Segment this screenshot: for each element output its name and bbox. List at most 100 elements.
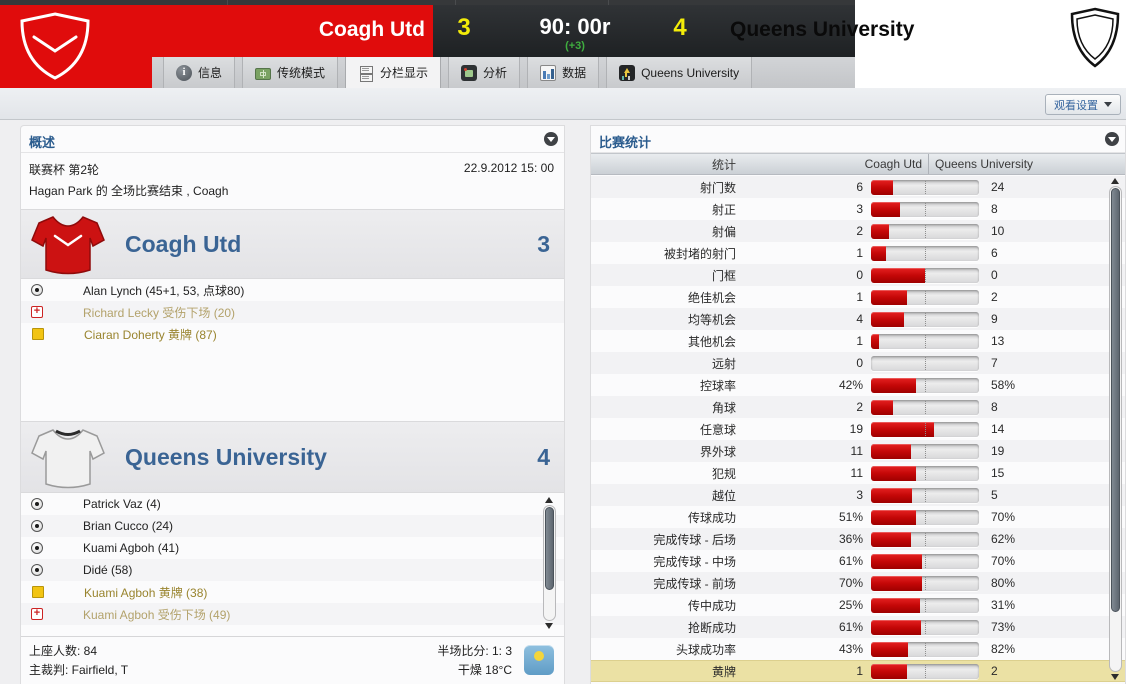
stat-row: 绝佳机会 1 2 (591, 286, 1125, 308)
stat-bar-fill (871, 179, 893, 195)
tab-传统模式[interactable]: 传统模式 (242, 57, 339, 88)
stat-home-value: 25% (838, 598, 863, 612)
view-settings-button[interactable]: 观看设置 (1045, 94, 1121, 115)
stats-table-body: 射门数 6 24 射正 3 8 射偏 2 10 被封堵的射门 1 6 门框 0 0 绝佳机会 1 2 均等机会 4 9 其… (591, 176, 1125, 682)
stat-bar (871, 663, 979, 679)
overview-collapse-button[interactable] (544, 132, 558, 146)
stat-home-value: 3 (856, 488, 863, 502)
tab-label: 信息 (198, 66, 223, 80)
stat-row: 犯规 11 15 (591, 462, 1125, 484)
scroll-up-icon[interactable] (1111, 178, 1119, 184)
event-row: Didé (58) (21, 559, 564, 581)
referee: 主裁判: Fairfield, T (29, 663, 129, 677)
stat-home-value: 1 (856, 664, 863, 678)
stat-label: 任意球 (699, 422, 736, 437)
event-text: Alan Lynch (45+1, 53, 点球80) (83, 283, 245, 298)
event-text: Brian Cucco (24) (83, 519, 174, 533)
home-shirt-icon (31, 216, 105, 275)
stat-away-value: 7 (991, 356, 998, 370)
stat-label: 绝佳机会 (687, 290, 736, 305)
stat-label: 射门数 (699, 180, 736, 195)
stat-row: 界外球 11 19 (591, 440, 1125, 462)
stat-away-value: 5 (991, 488, 998, 502)
stat-bar-fill (871, 443, 911, 459)
stats-panel: 比赛统计 统计 Coagh Utd Queens University 射门数 6… (590, 125, 1126, 684)
stat-label: 越位 (711, 488, 736, 503)
scroll-down-icon[interactable] (1111, 674, 1119, 680)
away-events-list: Patrick Vaz (4) Brian Cucco (24) Kuami Agb… (21, 493, 564, 625)
stat-bar-fill (871, 597, 920, 613)
pitch-icon (255, 67, 272, 80)
stat-home-value: 2 (856, 224, 863, 238)
stat-row: 抢断成功 61% 73% (591, 616, 1125, 638)
chevron-down-icon (1104, 102, 1112, 107)
stat-away-value: 19 (991, 444, 1005, 458)
stat-away-value: 2 (991, 290, 998, 304)
events-scrollbar[interactable] (541, 495, 557, 631)
home-panel-score: 3 (537, 230, 550, 257)
stat-bar (871, 245, 979, 261)
stat-bar-fill (871, 553, 922, 569)
stat-away-value: 0 (991, 268, 998, 282)
stat-row: 完成传球 - 后场 36% 62% (591, 528, 1125, 550)
tab-分析[interactable]: 分析 (448, 57, 521, 88)
stat-row: 门框 0 0 (591, 264, 1125, 286)
stat-bar-fill (871, 289, 907, 305)
tab-分栏显示[interactable]: 分栏显示 (345, 57, 442, 88)
weather: 干燥 18°C (457, 663, 512, 677)
stat-home-value: 42% (838, 378, 863, 392)
stat-row: 其他机会 1 13 (591, 330, 1125, 352)
stat-bar-fill (871, 663, 907, 679)
stat-away-value: 13 (991, 334, 1005, 348)
event-row: Patrick Vaz (4) (21, 493, 564, 515)
scrollbar-thumb[interactable] (1110, 188, 1120, 613)
event-text: Ciaran Doherty 黄牌 (87) (84, 327, 217, 342)
scrollbar-thumb[interactable] (544, 507, 554, 590)
tab-数据[interactable]: 数据 (527, 57, 600, 88)
home-team-band: Coagh Utd 3 (21, 209, 564, 279)
stat-row: 越位 3 5 (591, 484, 1125, 506)
stat-bar-fill (871, 201, 901, 217)
match-info-footer: 上座人数: 84 主裁判: Fairfield, T 半场比分: 1: 3 干燥… (21, 636, 564, 684)
yellow-card-icon (32, 586, 44, 598)
scroll-up-icon[interactable] (545, 497, 553, 503)
stat-away-value: 15 (991, 466, 1005, 480)
goal-icon (31, 564, 43, 576)
stat-home-value: 2 (856, 400, 863, 414)
stat-home-value: 6 (856, 180, 863, 194)
stat-home-value: 19 (849, 422, 863, 436)
tab-信息[interactable]: 信息 (163, 57, 236, 88)
stat-home-value: 51% (838, 510, 863, 524)
stats-scrollbar[interactable] (1107, 176, 1123, 682)
stat-home-value: 61% (838, 554, 863, 568)
stat-row: 控球率 42% 58% (591, 374, 1125, 396)
stat-away-value: 70% (991, 554, 1016, 568)
tab-Queens University[interactable]: Queens University (606, 57, 753, 88)
event-row: Brian Cucco (24) (21, 515, 564, 537)
stat-bar (871, 399, 979, 415)
stat-bar (871, 201, 979, 217)
stat-label: 远射 (711, 356, 736, 371)
away-column-header: Queens University (935, 157, 1034, 171)
stat-home-value: 0 (856, 356, 863, 370)
stat-bar (871, 333, 979, 349)
scroll-down-icon[interactable] (545, 623, 553, 629)
stat-row: 射门数 6 24 (591, 176, 1125, 198)
stat-bar-fill (871, 487, 913, 503)
stat-bar (871, 311, 979, 327)
stat-label: 抢断成功 (687, 620, 736, 635)
halftime-score: 半场比分: 1: 3 (437, 644, 512, 658)
stat-label: 完成传球 - 后场 (653, 532, 736, 547)
goal-icon (31, 498, 43, 510)
stat-bar-fill (871, 223, 890, 239)
stat-away-value: 73% (991, 620, 1016, 634)
team-icon (619, 64, 636, 81)
overview-panel: 概述 联赛杯 第2轮 22.9.2012 15: 00 Hagan Park 的… (20, 125, 565, 684)
stats-collapse-button[interactable] (1105, 132, 1119, 146)
stat-bar-fill (871, 641, 908, 657)
stat-bar-fill (871, 619, 921, 635)
stat-bar-fill (871, 465, 917, 481)
stat-label: 被封堵的射门 (663, 246, 736, 261)
analysis-icon (461, 64, 478, 81)
stat-row: 均等机会 4 9 (591, 308, 1125, 330)
